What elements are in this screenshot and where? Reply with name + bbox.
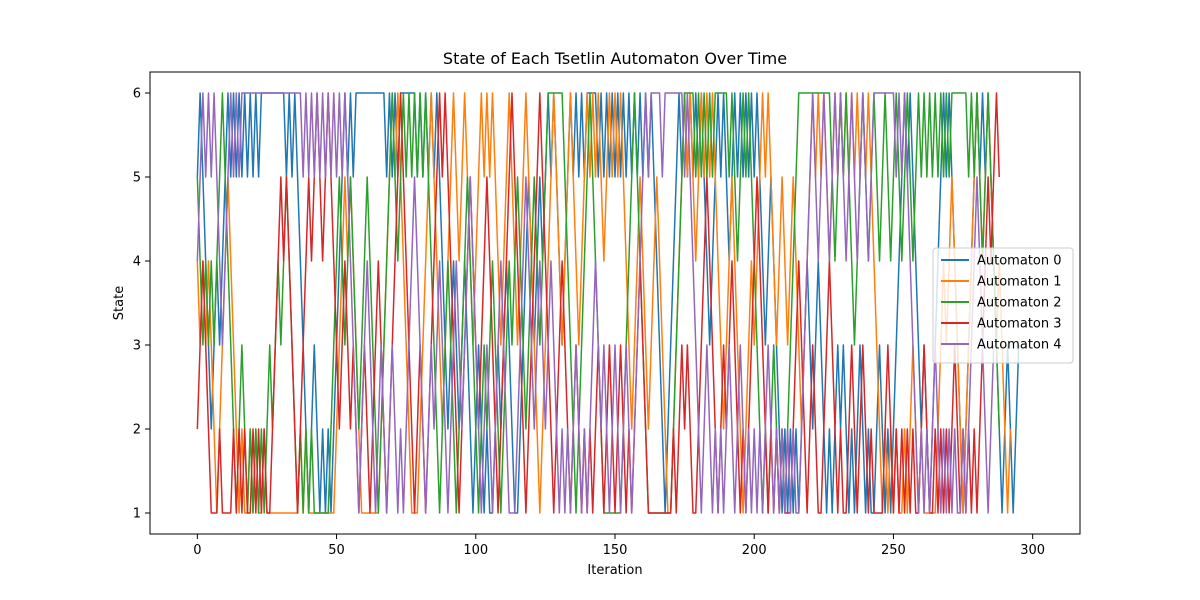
y-axis-label: State (112, 286, 127, 320)
y-tick-label: 2 (133, 423, 141, 438)
x-axis: 0 50 100 150 200 250 300 (193, 534, 1045, 558)
x-tick-label: 300 (1020, 543, 1045, 558)
series-line-automaton-4 (196, 92, 995, 514)
x-tick-label: 200 (742, 543, 767, 558)
series-line-automaton-1 (196, 92, 1012, 514)
series-layer (196, 92, 1020, 514)
y-axis: 1 2 3 4 5 6 (133, 87, 150, 522)
y-tick-label: 1 (133, 507, 141, 522)
chart-title: State of Each Tsetlin Automaton Over Tim… (443, 49, 787, 68)
legend-label-automaton-1: Automaton 1 (977, 275, 1062, 290)
legend-label-automaton-2: Automaton 2 (977, 296, 1062, 311)
y-tick-label: 5 (133, 171, 141, 186)
legend-label-automaton-3: Automaton 3 (977, 317, 1062, 332)
legend-box (932, 247, 1074, 364)
x-axis-label: Iteration (587, 563, 642, 578)
legend-label-automaton-4: Automaton 4 (977, 338, 1062, 353)
y-tick-label: 4 (133, 255, 141, 270)
x-tick-label: 100 (463, 543, 488, 558)
y-tick-label: 6 (133, 87, 141, 102)
legend: Automaton 0 Automaton 1 Automaton 2 Automat… (932, 247, 1074, 364)
x-tick-label: 0 (193, 543, 201, 558)
x-tick-label: 50 (328, 543, 345, 558)
x-tick-label: 250 (881, 543, 906, 558)
y-tick-label: 3 (133, 339, 141, 354)
legend-label-automaton-0: Automaton 0 (977, 254, 1062, 269)
x-tick-label: 150 (603, 543, 628, 558)
